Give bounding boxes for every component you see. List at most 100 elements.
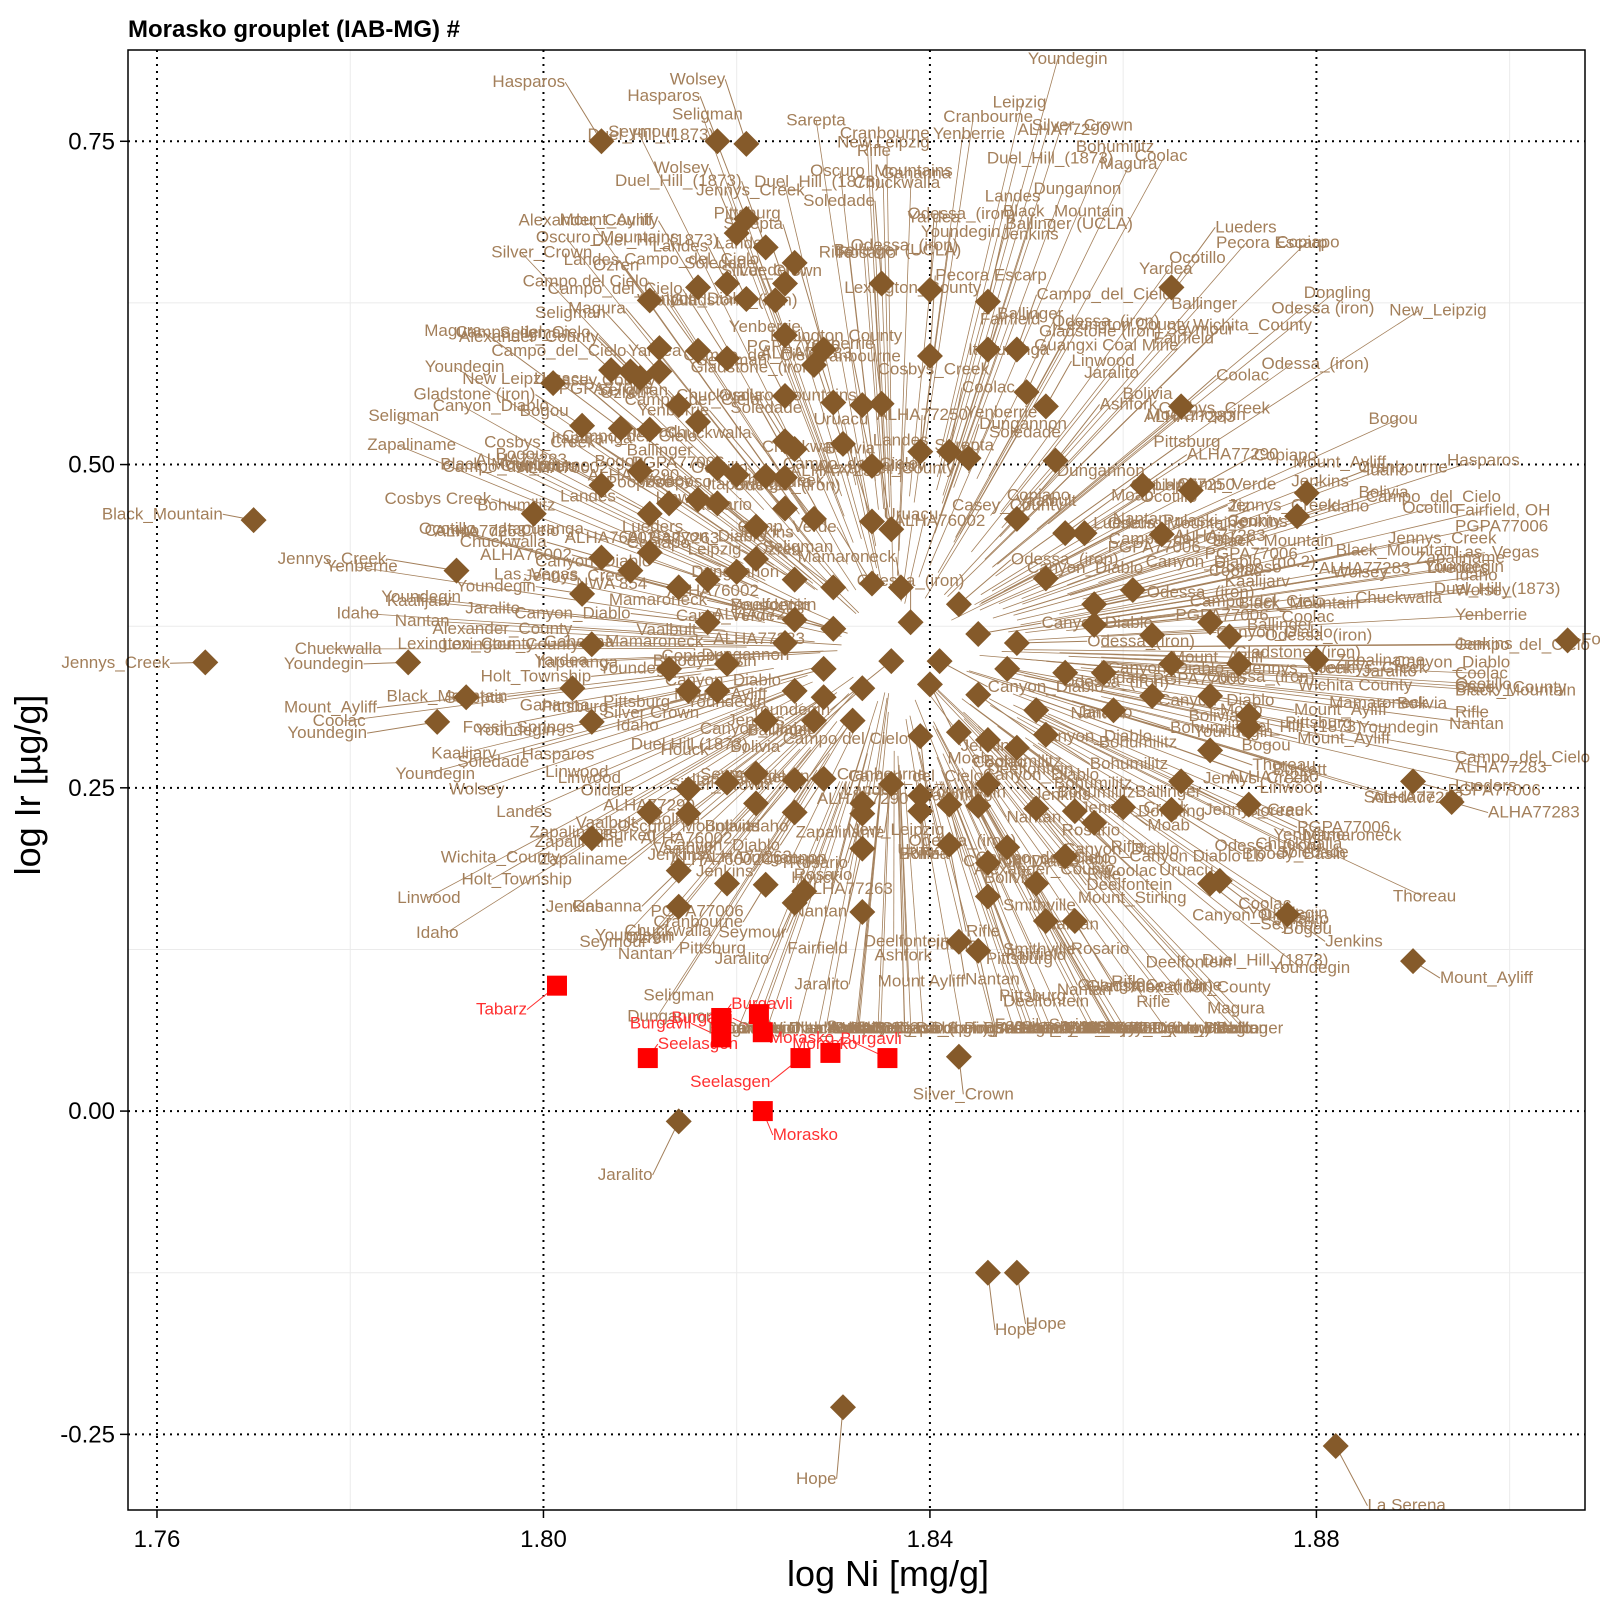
data-point-label: Jaralito [598, 1165, 653, 1184]
data-point-label: Youndegin [287, 723, 367, 742]
data-point-label: Mamaroneck [605, 631, 704, 650]
data-point-label: Jennys_Creek [1228, 495, 1337, 514]
data-point-label: Pittsburg [541, 697, 608, 716]
data-point-label: Canyon_Diablo [1394, 653, 1510, 672]
x-tick-label: 1.84 [907, 1526, 954, 1553]
reference-label: New_Leipzig [1389, 300, 1486, 319]
square-marker [711, 1027, 731, 1047]
data-point-label: ALHA77283 [1488, 803, 1580, 822]
reference-label: Cranbourne [840, 124, 930, 143]
data-point-label: Seligman [535, 303, 606, 322]
square-marker [820, 1043, 840, 1063]
reference-label: Fairfield, OH [1455, 501, 1550, 520]
data-point-label: Rosario [790, 853, 849, 872]
data-point-label: Alexander_County [519, 211, 659, 230]
reference-label: Mount Ayliff [878, 971, 966, 990]
x-tick-label: 1.76 [134, 1526, 181, 1553]
reference-label: Thoreau [1393, 886, 1456, 905]
reference-label: Chuckwalla [1355, 588, 1442, 607]
data-point-label: Ballinger (UCLA) [1005, 214, 1133, 233]
data-point-label: Rosario [1071, 939, 1130, 958]
reference-label: Mooranoppin [1147, 405, 1246, 424]
reference-label: Ocotillo [1169, 248, 1226, 267]
data-point-label: Smithville [1003, 895, 1076, 914]
reference-label: Dungannon [1033, 179, 1121, 198]
data-point-label: Ballinger [997, 304, 1063, 323]
reference-label: Nantan [395, 611, 450, 630]
data-point-label: Bloody_Basin [1242, 844, 1346, 863]
square-marker [877, 1048, 897, 1068]
data-point-label: Morasko [773, 1125, 838, 1144]
data-point-label: Campo_del_Cielo [491, 341, 626, 360]
reference-label: Magura [1207, 999, 1265, 1018]
reference-label: Oildale [581, 781, 634, 800]
reference-label: Zapaliname [367, 435, 456, 454]
data-point-label: Mount_Ayliff [1440, 968, 1533, 987]
data-point-label: Youndegin [687, 692, 767, 711]
data-point-label: Lueders [1215, 217, 1276, 236]
data-point-label: Hope [796, 1469, 837, 1488]
data-point-label: PGPA77006 [1297, 817, 1390, 836]
data-point-label: PGPA77006 [1108, 538, 1201, 557]
data-point-label: Fossil_Springs [1581, 630, 1600, 649]
data-point-label: Seymour [718, 923, 786, 942]
data-point-label: Zapaliname [796, 823, 885, 842]
reference-label: Cranbourne [943, 107, 1033, 126]
data-point-label: Houck [660, 740, 709, 759]
x-tick-label: 1.80 [520, 1526, 567, 1553]
reference-label: Linwood [545, 762, 608, 781]
reference-label: Casey_County [952, 495, 1064, 514]
data-point-label: Duel_Hill_(1873) [592, 230, 719, 249]
square-marker [753, 1101, 773, 1121]
y-tick-label: 0.75 [68, 128, 115, 155]
reference-label: Fairfield [787, 939, 847, 958]
reference-label: Rifle [1455, 703, 1489, 722]
data-point-label: Lexington_County [398, 634, 536, 653]
data-point-label: PGPA77006 [1153, 670, 1246, 689]
data-point-label: Odessa_(iron) [1147, 582, 1255, 601]
square-marker [749, 1004, 769, 1024]
reference-label: Sarepta [786, 111, 846, 130]
reference-label: Dongling [1304, 283, 1371, 302]
data-point-label: PGPA77006 [1448, 781, 1541, 800]
data-point-label: Copiapo [1254, 446, 1317, 465]
data-point-label: Fairfield [1006, 945, 1066, 964]
data-point-label: Mount_Ayliff [284, 698, 377, 717]
data-point-label: Bolivia [705, 816, 756, 835]
reference-label: Rifle [857, 141, 891, 160]
reference-label: Hasparos [1447, 450, 1520, 469]
reference-label: Holt_Township [461, 870, 572, 889]
data-point-label: Pecora Escarp [935, 265, 1047, 284]
square-marker [547, 976, 567, 996]
data-point-label: Deelfontein [1086, 875, 1172, 894]
reference-label: Linwood [397, 888, 460, 907]
data-point-label: Coolac [1281, 607, 1334, 626]
data-point-label: Wolsey [670, 69, 726, 88]
data-point-label: Jaralito [715, 949, 770, 968]
reference-label: Rifle [1136, 992, 1170, 1011]
y-axis-title: log Ir [µg/g] [7, 695, 48, 876]
reference-label: Seligman [368, 406, 439, 425]
square-marker [790, 1048, 810, 1068]
reference-label: Deelfontein [1146, 952, 1232, 971]
data-point-label: Odessa_(iron) [1265, 626, 1373, 645]
data-point-label: Jennys_Creek [61, 653, 170, 672]
data-point-label: Rifle [906, 844, 940, 863]
data-point-label: Tabarz [476, 1000, 527, 1019]
reference-label: Rosario [837, 243, 896, 262]
data-point-label: Campo_del_Cielo [1037, 285, 1172, 304]
square-marker [638, 1048, 658, 1068]
data-point-label: La Serena [1367, 1496, 1446, 1515]
data-point-label: Idaho [1327, 496, 1370, 515]
chart-title: Morasko grouplet (IAB-MG) # [128, 16, 460, 43]
reference-label: Hasparos [522, 744, 595, 763]
data-point-label: Hasparos [627, 86, 700, 105]
data-point-label: Youndegin [475, 721, 555, 740]
data-point-label: Idaho [1366, 460, 1409, 479]
data-point-label: Thoreau [1252, 755, 1315, 774]
square-marker [753, 1022, 773, 1042]
reference-label: Youndegin [1270, 958, 1350, 977]
data-point-label: Jaralito [794, 974, 849, 993]
data-point-label: Jenkins [1325, 931, 1383, 950]
